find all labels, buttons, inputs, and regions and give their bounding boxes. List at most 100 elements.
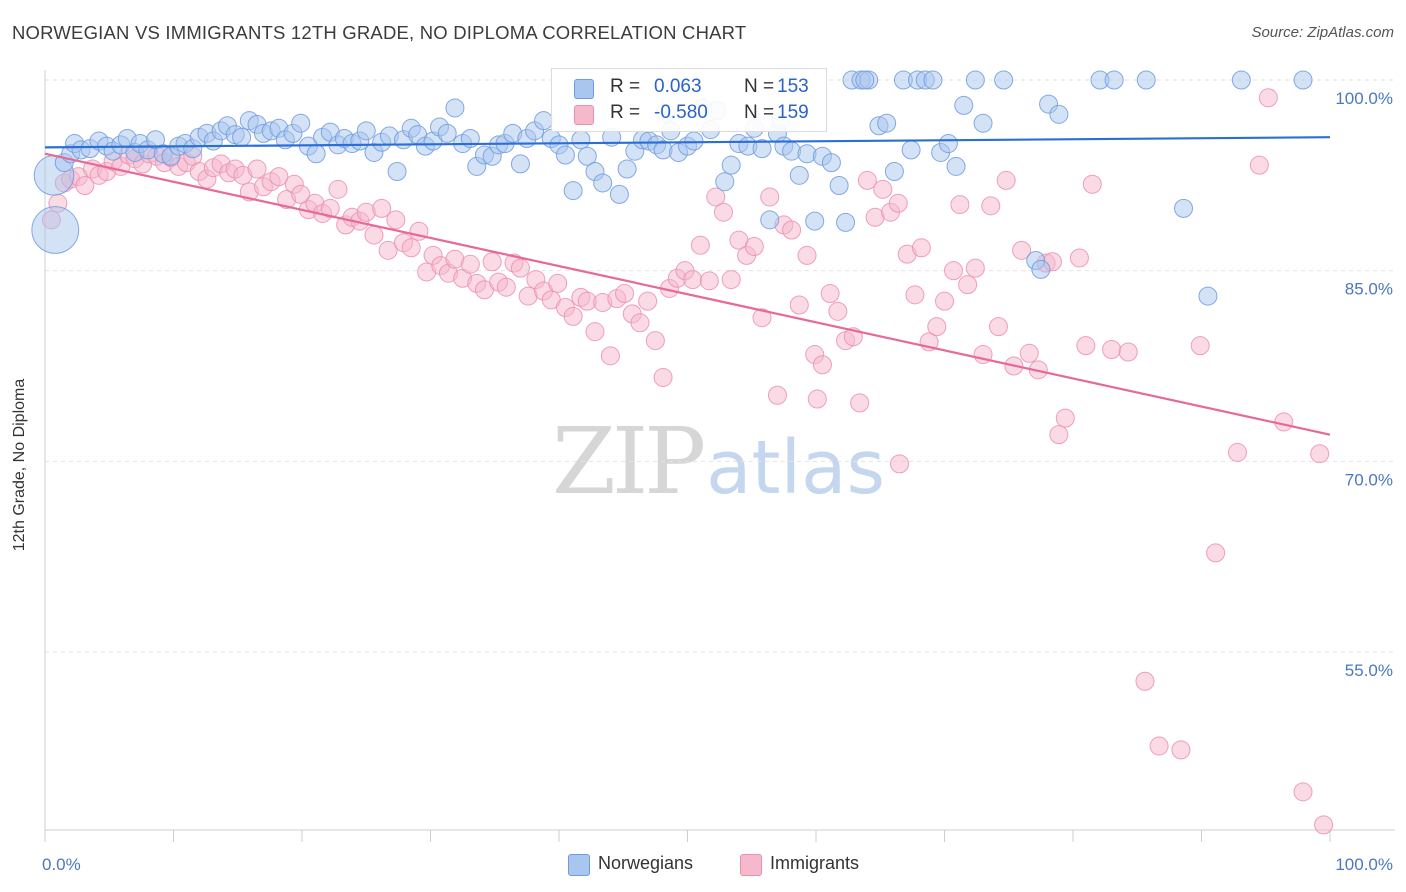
r-label: R =: [610, 102, 641, 123]
n-value: 153: [777, 76, 809, 97]
watermark: ZIPatlas: [552, 408, 885, 515]
immigrants-point: [988, 317, 1008, 337]
norwegians-point: [994, 70, 1014, 90]
norwegians-point: [954, 95, 974, 115]
immigrants-point: [1206, 543, 1226, 563]
norwegians-point: [684, 131, 704, 151]
immigrants-point: [958, 275, 978, 295]
y-tick-label: 55.0%: [1345, 661, 1393, 680]
immigrants-point: [496, 277, 516, 297]
y-tick-label: 70.0%: [1345, 470, 1393, 489]
norwegians-point: [1231, 70, 1251, 90]
norwegians-point: [1104, 70, 1124, 90]
norwegians-point: [965, 70, 985, 90]
norwegians-point: [1049, 104, 1069, 124]
immigrants-point: [927, 317, 947, 337]
legend-label: Norwegians: [598, 853, 694, 873]
immigrants-point: [905, 285, 925, 305]
immigrants-point: [873, 179, 893, 199]
norwegians-point: [877, 113, 897, 133]
immigrants-point: [401, 238, 421, 258]
immigrants-point: [460, 254, 480, 274]
norwegians-point: [760, 210, 780, 230]
immigrants-point: [1227, 442, 1247, 462]
immigrants-point: [820, 284, 840, 304]
immigrants-point: [482, 252, 502, 272]
immigrants-point: [699, 271, 719, 291]
norwegians-point: [437, 123, 457, 143]
immigrants-point: [1258, 88, 1278, 108]
r-value: -0.580: [654, 102, 708, 123]
immigrants-point: [563, 306, 583, 326]
immigrants-point: [1118, 342, 1138, 362]
immigrants-point: [1171, 740, 1191, 760]
immigrants-point: [1069, 248, 1089, 268]
immigrants-point: [782, 220, 802, 240]
n-label: N =: [744, 102, 775, 123]
source-label: Source: ZipAtlas.com: [1251, 24, 1394, 41]
gridlines: [45, 79, 1395, 653]
immigrants-point: [548, 273, 568, 293]
immigrants-point: [328, 179, 348, 199]
norwegians-point: [1136, 70, 1156, 90]
immigrants-point: [690, 235, 710, 255]
immigrants-point: [981, 196, 1001, 216]
immigrants-point: [630, 313, 650, 333]
immigrants-point: [1076, 336, 1096, 356]
immigrants-point: [1310, 444, 1330, 464]
norwegians-point: [563, 181, 583, 201]
immigrants-point: [269, 167, 289, 187]
norwegians-point: [445, 98, 465, 118]
immigrants-point: [996, 170, 1016, 190]
norwegians-point: [1198, 286, 1218, 306]
immigrants-point: [653, 367, 673, 387]
norwegians-point: [1031, 259, 1051, 279]
immigrants-point: [320, 198, 340, 218]
norwegians-point: [829, 176, 849, 196]
tick-labels: 100.0% 85.0% 70.0% 55.0% 0.0% 100.0%: [42, 89, 1393, 874]
immigrants-point: [1249, 155, 1269, 175]
norwegians-point: [31, 206, 80, 254]
legend-label: Immigrants: [770, 853, 860, 873]
immigrants-point: [797, 245, 817, 265]
watermark-atlas: atlas: [706, 425, 885, 511]
immigrants-point: [645, 331, 665, 351]
immigrants-point: [950, 195, 970, 215]
immigrants-point: [600, 346, 620, 366]
immigrants-point: [744, 237, 764, 257]
norwegians-point: [884, 162, 904, 182]
norwegians-point: [901, 140, 921, 160]
immigrants-point: [247, 159, 267, 179]
immigrants-point: [828, 301, 848, 321]
r-value: 0.063: [654, 76, 702, 97]
norwegians-point: [577, 146, 597, 166]
norwegians-point: [752, 139, 772, 159]
immigrants-point: [1019, 343, 1039, 363]
immigrants-point: [1274, 412, 1294, 432]
immigrants-point: [721, 270, 741, 290]
immigrants-point: [585, 322, 605, 342]
norwegians-point: [555, 145, 575, 165]
immigrants-point: [1135, 671, 1155, 691]
immigrants-point: [1082, 174, 1102, 194]
immigrants-point: [683, 270, 703, 290]
immigrants-point: [760, 187, 780, 207]
immigrants-point: [857, 170, 877, 190]
norwegians-point: [232, 127, 252, 147]
immigrants-point: [890, 454, 910, 474]
norwegians-point: [609, 184, 629, 204]
series-legend: Norwegians Immigrants: [0, 852, 1406, 878]
norwegians-point: [721, 155, 741, 175]
correlation-legend: R = 0.063 N = 153 R = -0.580 N = 159: [551, 68, 827, 132]
norwegians-point: [387, 162, 407, 182]
norwegians-point: [938, 134, 958, 154]
x-tick-label-min: 0.0%: [42, 855, 81, 874]
norwegians-point: [973, 113, 993, 133]
immigrants-point: [850, 393, 870, 413]
immigrants-point: [789, 295, 809, 315]
immigrants-point: [75, 176, 95, 196]
norwegians-point: [510, 154, 530, 174]
norwegians-point: [571, 130, 591, 150]
norwegians-point: [946, 156, 966, 176]
immigrants-point: [1012, 240, 1032, 260]
